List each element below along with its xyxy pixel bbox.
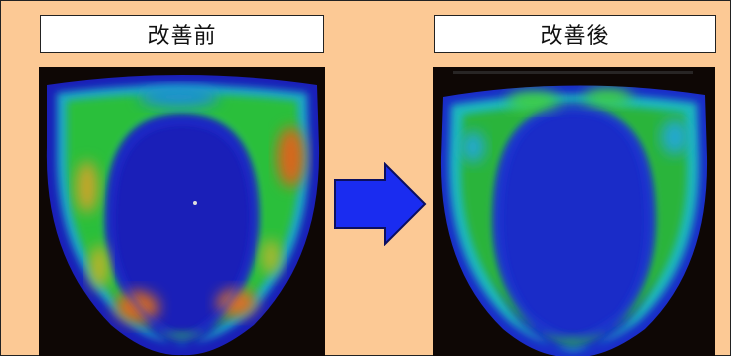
- before-label: 改善前: [40, 15, 324, 53]
- before-pressure-map-image: [46, 75, 320, 356]
- right-arrow-icon: [334, 162, 427, 246]
- after-pressure-map-image: [440, 71, 708, 356]
- before-pressure-map: [39, 67, 325, 356]
- after-pressure-map: [433, 67, 715, 356]
- after-label: 改善後: [434, 15, 716, 53]
